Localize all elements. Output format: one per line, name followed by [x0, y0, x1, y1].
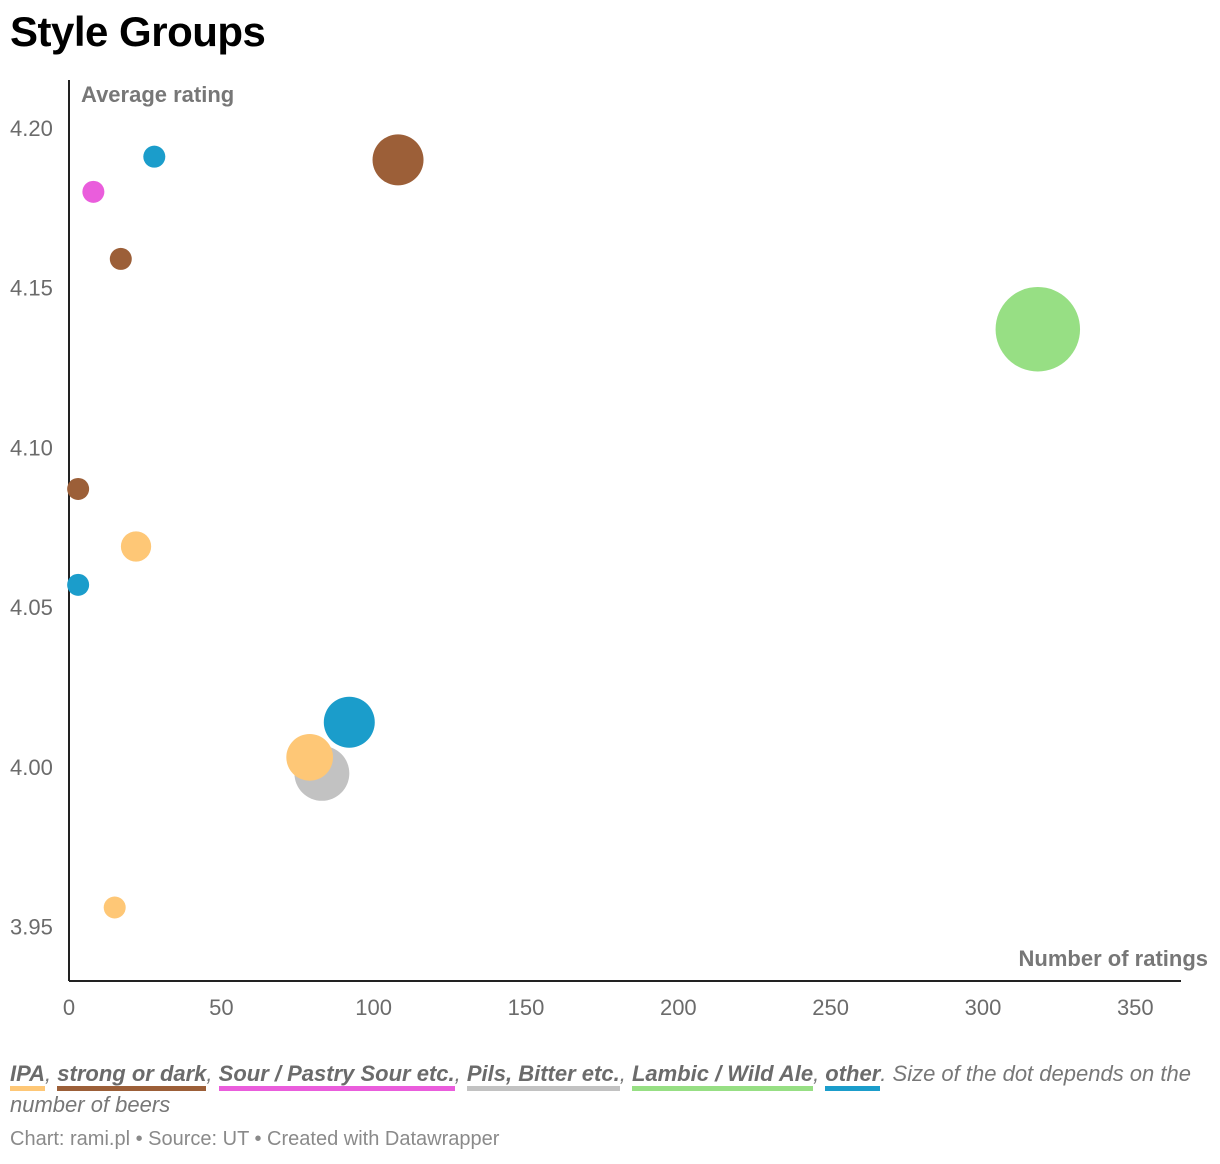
data-point [995, 286, 1081, 372]
legend-separator: , [45, 1061, 58, 1086]
legend-item: other [825, 1062, 881, 1091]
y-tick-label: 3.95 [10, 915, 53, 940]
legend-item: Lambic / Wild Ale [631, 1062, 814, 1091]
x-axis: 0 50 100 150 200 250 300 350 [63, 980, 1181, 1020]
data-point [323, 696, 375, 748]
legend-item: IPA [10, 1062, 46, 1091]
x-axis-title: Number of ratings [1019, 946, 1208, 971]
legend-separator: , [454, 1061, 467, 1086]
y-tick-label: 4.05 [10, 595, 53, 620]
legend-item: Sour / Pastry Sour etc. [218, 1062, 455, 1091]
legend-items: IPA, strong or dark, Sour / Pastry Sour … [10, 1061, 881, 1091]
x-tick-label: 200 [660, 995, 697, 1020]
x-tick-label: 350 [1117, 995, 1154, 1020]
data-point [109, 247, 132, 270]
legend: IPA, strong or dark, Sour / Pastry Sour … [10, 1060, 1200, 1119]
x-tick-label: 150 [508, 995, 545, 1020]
data-point [372, 134, 424, 186]
y-axis: 4.20 4.15 4.10 4.05 4.00 3.95 [10, 80, 70, 981]
chart-footer: Chart: rami.pl • Source: UT • Created wi… [10, 1128, 500, 1150]
legend-item: strong or dark [57, 1062, 207, 1091]
legend-separator: , [813, 1061, 826, 1086]
data-point [82, 180, 105, 203]
x-tick-label: 100 [355, 995, 392, 1020]
y-tick-label: 4.00 [10, 755, 53, 780]
data-point [103, 896, 126, 919]
data-point [286, 733, 334, 781]
legend-separator: , [206, 1061, 219, 1086]
y-tick-label: 4.10 [10, 435, 53, 460]
x-tick-label: 300 [965, 995, 1002, 1020]
data-point [120, 531, 152, 562]
data-points [67, 134, 1081, 919]
data-point [143, 145, 166, 168]
data-point [67, 573, 90, 596]
legend-note: . Size of the dot depends on the number … [10, 1061, 1191, 1117]
x-tick-label: 0 [63, 995, 75, 1020]
x-tick-label: 50 [209, 995, 233, 1020]
y-tick-label: 4.15 [10, 276, 53, 301]
y-axis-title: Average rating [81, 82, 234, 107]
chart-title: Style Groups [10, 8, 266, 55]
y-tick-label: 4.20 [10, 116, 53, 141]
scatter-chart: 4.20 4.15 4.10 4.05 4.00 3.95 0 50 100 150 200 250… [10, 80, 1208, 1020]
x-tick-label: 250 [812, 995, 849, 1020]
data-point [67, 477, 90, 500]
legend-separator: , [619, 1061, 632, 1086]
legend-item: Pils, Bitter etc. [466, 1062, 620, 1091]
